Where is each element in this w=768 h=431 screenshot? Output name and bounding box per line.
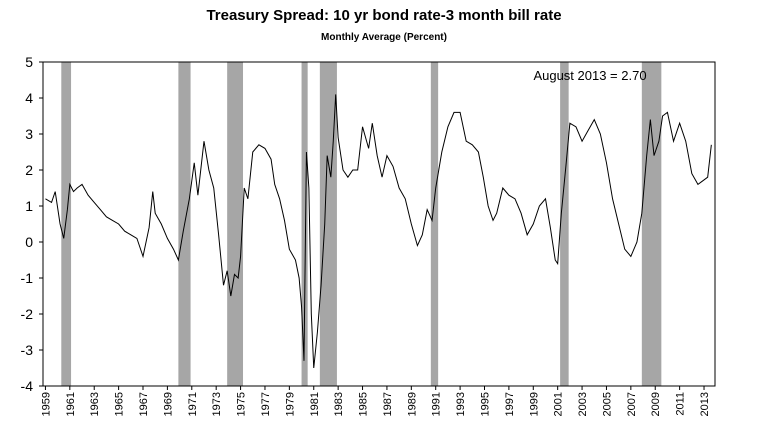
y-tick-label: -1 (21, 270, 34, 286)
y-tick-label: 4 (25, 90, 33, 106)
x-tick-label: 1989 (406, 392, 418, 416)
y-tick-label: -4 (21, 378, 34, 394)
x-tick-label: 1987 (382, 392, 394, 416)
plot-border (42, 61, 716, 387)
x-tick-label: 2011 (675, 392, 687, 416)
y-tick-label: 5 (25, 54, 33, 70)
recession-band (61, 62, 72, 386)
y-tick-label: 2 (25, 162, 33, 178)
x-tick-label: 1983 (333, 392, 345, 416)
y-tick-label: 3 (25, 126, 33, 142)
x-tick-label: 1993 (455, 392, 467, 416)
x-tick-label: 1969 (162, 392, 174, 416)
y-tick-label: -2 (21, 306, 34, 322)
x-tick-label: 2005 (601, 392, 613, 416)
x-tick-label: 2001 (553, 392, 565, 416)
x-tick-label: 1959 (40, 392, 52, 416)
chart-title: Treasury Spread: 10 yr bond rate-3 month… (206, 7, 561, 24)
recession-band (301, 62, 308, 386)
x-tick-label: 1995 (479, 392, 491, 416)
y-tick-label: 0 (25, 234, 33, 250)
x-tick-label: 1977 (260, 392, 272, 416)
x-tick-label: 1997 (504, 392, 516, 416)
x-tick-label: 1975 (236, 392, 248, 416)
x-tick-label: 1981 (309, 392, 321, 416)
annotation: August 2013 = 2.70 (533, 68, 646, 83)
recession-band (227, 62, 244, 386)
x-tick-label: 2003 (577, 392, 589, 416)
data-line (45, 94, 712, 369)
y-tick-label: 1 (25, 198, 33, 214)
x-tick-label: 1991 (431, 392, 443, 416)
x-tick-label: 1985 (358, 392, 370, 416)
recession-band (641, 62, 662, 386)
x-tick-label: 1963 (89, 392, 101, 416)
x-tick-label: 1971 (187, 392, 199, 416)
y-tick-label: -3 (21, 342, 34, 358)
recession-band (560, 62, 569, 386)
x-tick-label: 2009 (650, 392, 662, 416)
x-tick-label: 2007 (626, 392, 638, 416)
x-tick-label: 1967 (138, 392, 150, 416)
x-tick-label: 1999 (528, 392, 540, 416)
x-tick-label: 1973 (211, 392, 223, 416)
recession-band (430, 62, 439, 386)
x-tick-label: 1965 (114, 392, 126, 416)
x-tick-label: 1961 (65, 392, 77, 416)
x-tick-label: 1979 (284, 392, 296, 416)
x-tick-label: 2013 (699, 392, 711, 416)
chart-subtitle: Monthly Average (Percent) (321, 32, 447, 43)
